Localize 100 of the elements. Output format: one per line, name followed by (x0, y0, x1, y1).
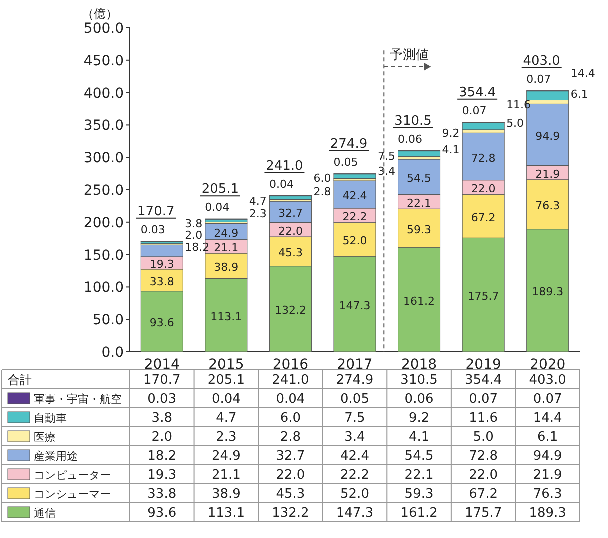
data-label: 54.5 (404, 449, 434, 464)
data-label: 132.2 (272, 506, 310, 521)
text: 42.4 (342, 190, 368, 203)
text: 5.0 (506, 117, 524, 130)
y-tick-label: 150.0 (84, 248, 124, 264)
data-label: 22.2 (340, 468, 370, 483)
total-label: 310.5 (400, 373, 438, 388)
data-label: 2.8 (280, 430, 302, 445)
data-label: 67.2 (469, 487, 498, 502)
text: 2.0 (185, 229, 203, 242)
data-label: 9.2 (408, 411, 430, 426)
text: 3.8 (185, 217, 203, 230)
data-label: 45.3 (276, 487, 306, 502)
y-tick-label: 300.0 (84, 150, 124, 167)
text: 19.3 (150, 258, 174, 272)
text: 67.2 (471, 211, 496, 224)
text: 403.0 (523, 54, 560, 69)
data-label: 4.7 (216, 411, 237, 426)
data-label: 14.4 (533, 411, 562, 426)
text: 6.0 (314, 172, 332, 185)
data-label: 5.0 (473, 430, 494, 445)
data-label: 147.3 (336, 506, 374, 521)
data-label: 76.3 (533, 487, 562, 502)
x-tick-label: 2020 (530, 357, 566, 373)
text: 14.4 (570, 66, 596, 80)
data-label: 52.0 (340, 487, 370, 502)
data-label: 32.7 (276, 449, 306, 464)
data-label: 0.05 (340, 392, 370, 407)
text: 310.5 (394, 114, 432, 129)
text: 4.7 (249, 195, 267, 208)
total-label: 241.0 (272, 373, 310, 388)
text: 22.1 (407, 196, 432, 210)
legend-label: コンシューマー (34, 488, 111, 501)
total-label: 354.4 (464, 373, 502, 388)
data-label: 0.03 (148, 392, 177, 407)
total-label: 205.1 (208, 373, 246, 388)
y-tick-label: 500.0 (84, 21, 124, 37)
data-label: 113.1 (208, 506, 246, 521)
data-label: 6.0 (280, 411, 302, 426)
data-label: 2.3 (216, 430, 237, 445)
text: 59.3 (407, 223, 432, 236)
text: 合計 (8, 373, 32, 387)
data-label: 21.1 (212, 468, 241, 483)
legend-label: 軍事・宇宙・航空 (34, 393, 122, 406)
data-label: 24.9 (212, 449, 241, 464)
y-tick-label: 0.0 (102, 345, 124, 361)
text: 93.6 (150, 316, 174, 330)
text: 52.0 (342, 234, 368, 248)
y-axis-title: （億） (82, 7, 118, 21)
y-tick-label: 450.0 (84, 53, 124, 70)
x-tick-label: 2017 (337, 357, 373, 373)
text: 21.9 (536, 168, 560, 181)
data-label: 33.8 (148, 487, 177, 502)
data-label: 4.1 (408, 430, 430, 445)
text: 132.2 (274, 304, 306, 318)
y-tick-label: 50.0 (92, 312, 124, 329)
text: 241.0 (266, 158, 304, 174)
legend-label: 医療 (34, 431, 56, 444)
total-label: 403.0 (529, 373, 566, 388)
data-label: 0.04 (276, 392, 306, 407)
x-tick-label: 2016 (272, 357, 309, 373)
data-label: 0.06 (404, 392, 434, 407)
text: 33.8 (150, 275, 174, 288)
text: 0.07 (526, 72, 552, 86)
text: 0.06 (398, 132, 423, 146)
text: 22.0 (278, 224, 303, 238)
data-label: 3.8 (152, 411, 172, 426)
data-label: 3.4 (344, 430, 366, 445)
text: 274.9 (330, 136, 368, 152)
legend-label: 通信 (34, 507, 56, 520)
text: 0.03 (140, 223, 166, 236)
text: 0.04 (205, 201, 230, 214)
data-label: 0.07 (533, 392, 562, 407)
x-tick-label: 2019 (466, 357, 502, 373)
text: 76.3 (536, 200, 560, 213)
text: 0.05 (334, 156, 358, 169)
data-label: 22.1 (404, 468, 434, 483)
data-label: 94.9 (533, 449, 562, 464)
legend-label: コンピューター (34, 469, 111, 482)
x-tick-label: 2015 (208, 357, 244, 373)
text: 24.9 (214, 226, 239, 240)
data-label: 22.0 (276, 468, 306, 483)
data-label: 21.9 (533, 468, 562, 483)
text: 113.1 (210, 310, 242, 324)
text: 189.3 (532, 286, 564, 299)
data-label: 7.5 (344, 411, 366, 426)
data-label: 19.3 (148, 468, 177, 483)
text: 4.1 (442, 143, 460, 156)
y-tick-label: 400.0 (84, 86, 124, 102)
text: 6.1 (570, 88, 588, 102)
data-label: 72.8 (469, 449, 498, 464)
y-tick-label: 250.0 (84, 183, 124, 199)
text: 38.9 (214, 261, 239, 274)
text: 0.07 (462, 104, 487, 118)
total-label: 274.9 (336, 373, 374, 388)
text: 22.2 (342, 210, 368, 224)
text: 22.0 (471, 182, 496, 196)
total-label: 170.7 (144, 373, 181, 388)
data-label: 93.6 (148, 506, 177, 521)
text: 54.5 (407, 172, 432, 186)
